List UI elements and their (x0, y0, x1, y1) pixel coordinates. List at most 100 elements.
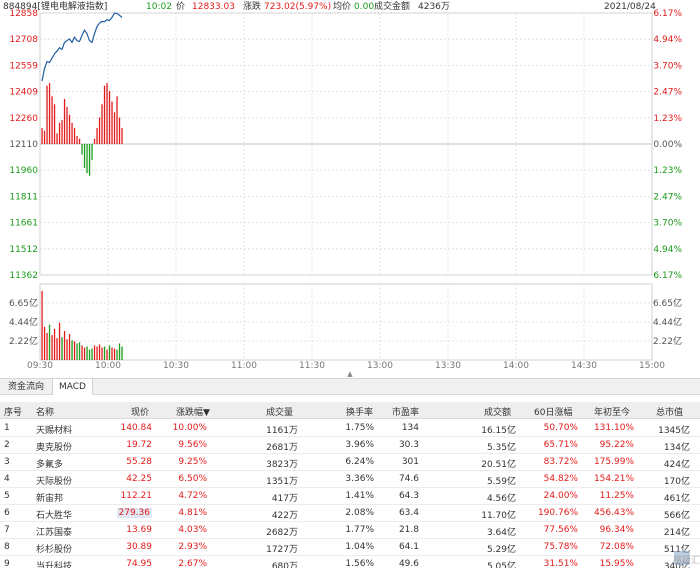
collapse-panel-icon[interactable]: ▲ (347, 370, 353, 378)
col-header-turnover[interactable]: 换手率 (346, 408, 374, 418)
cell-change-pct: 10.00% (172, 423, 207, 433)
volume-tick-label: 4.44亿 (9, 316, 38, 328)
table-row[interactable]: 4 天际股份 42.25 6.50% 1351万 3.36% 74.6 5.59亿 54.82%… (0, 471, 700, 488)
volume-bar (51, 335, 53, 360)
cell-ytd: 154.21% (593, 474, 634, 484)
cell-volume: 1161万 (266, 426, 298, 436)
watermark-text: 格隆汇 (672, 556, 700, 566)
cell-index: 7 (4, 525, 10, 535)
time-tick-label: 14:00 (503, 361, 529, 371)
quote-time: 10:02 (146, 2, 172, 12)
price-tick-label: 12260 (9, 114, 38, 124)
price-tick-label: 11661 (9, 219, 38, 229)
volume-bar (116, 349, 118, 360)
avg-value: 0.00 (354, 2, 375, 12)
cell-ytd: 456.43% (593, 508, 634, 518)
volume-tick-label: 6.65亿 (9, 297, 38, 309)
cell-change-pct: 9.25% (178, 457, 207, 467)
cell-ytd: 15.95% (599, 559, 634, 568)
cell-change-pct: 2.67% (178, 559, 207, 568)
volume-bar (121, 346, 123, 360)
table-row[interactable]: 6 石大胜华 279.36 4.81% 422万 2.08% 63.4 11.70亿 190.7… (0, 505, 700, 522)
cell-mktcap: 134亿 (663, 443, 690, 453)
col-header-change-pct[interactable]: 涨跌幅▼ (176, 405, 210, 418)
cell-60d: 54.82% (543, 474, 578, 484)
col-header-volume[interactable]: 成交量 (266, 408, 294, 418)
cell-volume: 3823万 (266, 460, 298, 470)
cell-index: 9 (4, 559, 10, 568)
table-row[interactable]: 7 江苏国泰 13.69 4.03% 2682万 1.77% 21.8 3.64亿 77.56%… (0, 522, 700, 539)
cell-60d: 83.72% (543, 457, 578, 467)
breadth-bar (46, 85, 48, 144)
cell-mktcap: 214亿 (663, 528, 690, 538)
breadth-bar (71, 122, 73, 144)
col-header-mktcap[interactable]: 总市值 (656, 408, 684, 418)
breadth-bar (53, 104, 56, 144)
col-header-pe[interactable]: 市盈率 (392, 408, 420, 418)
col-header-index[interactable]: 序号 (4, 408, 23, 418)
volume-bar (73, 341, 76, 360)
volume-bar (41, 290, 43, 360)
table-row[interactable]: 3 多氟多 55.28 9.25% 3823万 6.24% 301 20.51亿 83.72% 1… (0, 454, 700, 471)
cell-volume: 1351万 (266, 477, 298, 487)
breadth-bar (121, 128, 123, 144)
time-tick-label: 14:30 (571, 361, 597, 371)
cell-change-pct: 4.72% (178, 491, 207, 501)
cell-name: 天际股份 (36, 477, 73, 487)
cell-price: 74.95 (126, 559, 152, 568)
cell-change-pct: 6.50% (178, 474, 207, 484)
cell-turnover: 1.04% (345, 542, 374, 552)
col-header-amount[interactable]: 成交额 (484, 408, 512, 418)
tab-fund-flow[interactable]: 资金流向 (8, 382, 45, 392)
cell-name: 天赐材料 (36, 426, 73, 436)
cell-pe: 21.8 (398, 525, 419, 535)
pct-tick-label: 6.17% (653, 9, 682, 19)
cell-amount: 4.56亿 (486, 494, 516, 504)
table-row[interactable]: 9 当升科技 74.95 2.67% 680万 1.56% 49.6 5.05亿 31.51% 1… (0, 556, 700, 568)
table-row[interactable]: 8 杉杉股份 30.89 2.93% 1727万 1.04% 64.1 5.29亿 75.78%… (0, 539, 700, 556)
col-header-name[interactable]: 名称 (36, 408, 55, 418)
cell-ytd: 95.22% (599, 440, 634, 450)
volume-tick-label-right: 2.22亿 (653, 335, 682, 347)
time-tick-label: 11:00 (231, 361, 257, 371)
cell-amount: 3.64亿 (486, 528, 516, 538)
cell-60d: 77.56% (543, 525, 578, 535)
col-header-ytd[interactable]: 年初至今 (594, 408, 631, 418)
cell-turnover: 1.41% (345, 491, 374, 501)
volume-bar (81, 345, 83, 360)
cell-turnover: 3.36% (345, 474, 374, 484)
cell-index: 1 (4, 423, 10, 433)
cell-60d: 65.71% (543, 440, 578, 450)
pct-tick-label: 3.70% (653, 61, 682, 71)
cell-pe: 134 (401, 423, 419, 433)
table-row[interactable]: 2 奥克股份 19.72 9.56% 2681万 3.96% 30.3 5.35亿 65.71%… (0, 437, 700, 454)
breadth-bar (81, 144, 83, 155)
breadth-bar (78, 138, 81, 144)
cell-60d: 75.78% (543, 542, 578, 552)
breadth-bar (101, 104, 103, 144)
breadth-bar (48, 83, 51, 144)
cell-change-pct: 4.81% (178, 508, 207, 518)
cell-mktcap: 511亿 (663, 545, 690, 555)
cell-change-pct: 2.93% (178, 542, 207, 552)
cell-price: 30.89 (126, 542, 152, 552)
tab-macd[interactable]: MACD (52, 379, 93, 395)
pct-tick-label: 3.70% (653, 219, 682, 229)
cell-amount: 5.05亿 (486, 562, 516, 568)
breadth-bar (41, 128, 43, 144)
breadth-bar (93, 138, 96, 144)
cell-volume: 1727万 (266, 545, 298, 555)
breadth-bar (73, 128, 76, 144)
volume-tick-label-right: 4.44亿 (653, 316, 682, 328)
col-header-60d[interactable]: 60日涨幅 (534, 408, 573, 418)
time-tick-label: 10:00 (95, 361, 121, 371)
cell-pe: 63.4 (398, 508, 419, 518)
breadth-bar (56, 133, 58, 144)
price-label: 价 (176, 2, 186, 12)
cell-index: 8 (4, 542, 10, 552)
cell-pe: 301 (401, 457, 419, 467)
table-row[interactable]: 5 新宙邦 112.21 4.72% 417万 1.41% 64.3 4.56亿 24.00% 1… (0, 488, 700, 505)
col-header-price[interactable]: 现价 (131, 408, 150, 418)
table-row[interactable]: 1 天赐材料 140.84 10.00% 1161万 1.75% 134 16.15亿 50.7… (0, 420, 700, 437)
breadth-bar (86, 144, 88, 174)
